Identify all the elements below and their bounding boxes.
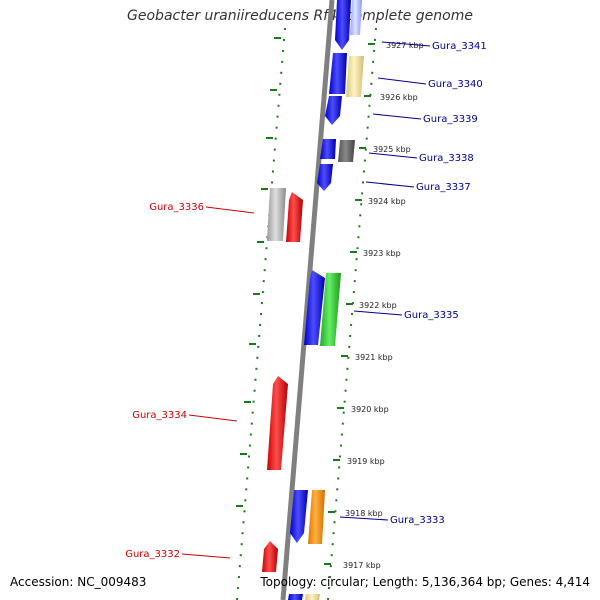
gene-feature-gura-3336 [267, 188, 303, 242]
gene-feature-gura-3337 [317, 164, 333, 191]
gene-label-gura-3333: Gura_3333 [390, 515, 445, 526]
gene-label-gura-3332: Gura_3332 [125, 549, 180, 560]
kbp-label-3920: 3920 kbp [351, 405, 389, 414]
leader-lines [181, 41, 431, 559]
inner-tick-marks [236, 37, 281, 507]
outer-tick-marks [324, 43, 375, 565]
map-title: Geobacter uraniireducens Rf4, complete g… [127, 8, 473, 24]
kbp-label-3923: 3923 kbp [363, 249, 401, 258]
gene-label-gura-3341: Gura_3341 [432, 41, 487, 52]
gene-feature-gura-3333 [290, 490, 325, 544]
kbp-label-3927: 3927 kbp [386, 41, 424, 50]
gene-feature-gura-3334 [267, 376, 288, 470]
kbp-label-3919: 3919 kbp [347, 457, 385, 466]
gene-label-gura-3338: Gura_3338 [419, 153, 474, 164]
gene-feature-gura-3332 [262, 541, 320, 600]
genome-backbone [280, 0, 335, 600]
kbp-label-3921: 3921 kbp [355, 353, 393, 362]
kbp-label-3924: 3924 kbp [368, 197, 406, 206]
gene-feature-gura-3338 [320, 139, 355, 162]
gene-feature-gura-3335 [304, 270, 341, 346]
kbp-label-3925: 3925 kbp [373, 145, 411, 154]
gene-label-gura-3337: Gura_3337 [416, 182, 471, 193]
kbp-label-3917: 3917 kbp [343, 561, 381, 570]
gene-label-gura-3335: Gura_3335 [404, 310, 459, 321]
kbp-label-3918: 3918 kbp [345, 509, 383, 518]
genome-summary: Topology: circular; Length: 5,136,364 bp… [260, 575, 590, 589]
gene-feature-gura-3340 [329, 53, 364, 97]
kbp-label-3926: 3926 kbp [380, 93, 418, 102]
gene-feature-gura-3341 [335, 0, 362, 50]
accession-text: Accession: NC_009483 [10, 575, 147, 589]
kbp-label-3922: 3922 kbp [359, 301, 397, 310]
gene-label-gura-3340: Gura_3340 [428, 79, 483, 90]
gene-label-gura-3339: Gura_3339 [423, 114, 478, 125]
gene-label-gura-3336: Gura_3336 [149, 202, 204, 213]
inner-dotted-guide [236, 27, 286, 600]
gene-feature-gura-3339 [325, 96, 342, 125]
gene-label-gura-3334: Gura_3334 [132, 410, 187, 421]
outer-dotted-guide [327, 27, 377, 600]
